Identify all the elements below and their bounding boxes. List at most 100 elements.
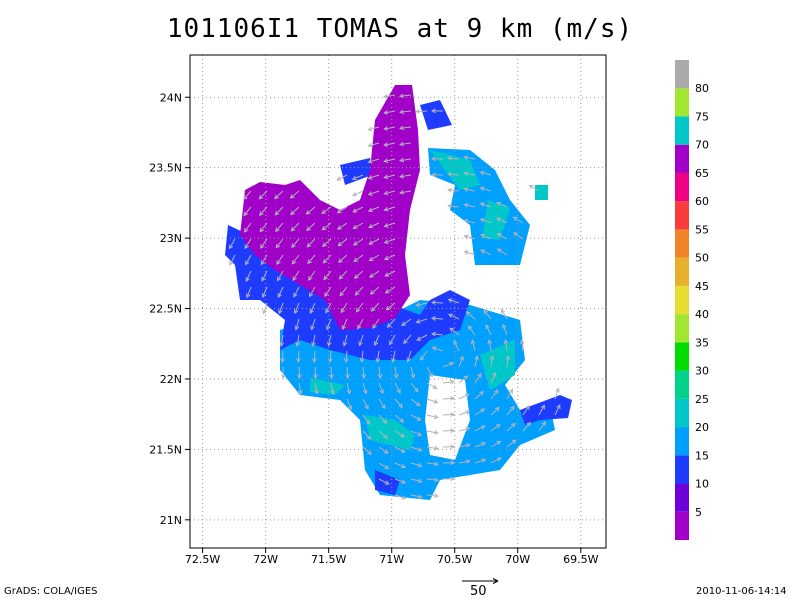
wind-vector-head <box>323 275 328 281</box>
wind-vector <box>352 206 364 213</box>
wind-vector <box>362 382 367 394</box>
wind-vector-head <box>446 155 452 161</box>
wind-vector <box>400 190 412 194</box>
wind-vector-head <box>370 307 376 312</box>
wind-vector <box>277 286 284 298</box>
wind-vector-head <box>430 108 436 114</box>
wind-vector <box>244 222 252 233</box>
wind-vector-head <box>297 374 302 380</box>
wind-vector <box>488 340 492 352</box>
wind-vector-head <box>368 224 373 229</box>
field-region-3 <box>520 395 572 425</box>
wind-vector-head <box>382 419 388 424</box>
wind-vector <box>416 302 428 306</box>
wind-vector-head <box>340 308 345 314</box>
wind-vector-head <box>322 242 327 248</box>
wind-vector <box>294 302 300 314</box>
colorbar-label: 5 <box>695 506 702 519</box>
wind-vector <box>394 366 398 378</box>
wind-vector-head <box>450 444 456 450</box>
wind-vector <box>322 238 332 247</box>
wind-vector-head <box>398 403 403 409</box>
wind-vector-head <box>555 387 560 393</box>
wind-vector <box>400 110 412 113</box>
wind-vector-head <box>528 184 534 190</box>
wind-vector <box>384 110 396 114</box>
wind-vector-head <box>324 292 329 297</box>
wind-vector-head <box>308 292 314 298</box>
wind-vector-head <box>556 404 561 410</box>
wind-vector-head <box>322 258 328 264</box>
wind-vector-head <box>463 171 469 176</box>
wind-vector-head <box>493 389 499 395</box>
wind-vector-head <box>367 191 373 196</box>
wind-vector-head <box>450 460 456 466</box>
wind-vector <box>306 238 316 248</box>
wind-vector-head <box>313 374 318 380</box>
wind-vector <box>384 206 396 211</box>
wind-vector <box>384 174 396 179</box>
wind-vector <box>480 249 492 256</box>
wind-vector-head <box>291 259 297 265</box>
wind-vector <box>228 238 236 249</box>
wind-vector-head <box>403 339 408 345</box>
wind-vector <box>426 494 438 497</box>
wind-vector <box>521 340 524 352</box>
wind-vector-head <box>467 325 473 331</box>
wind-vector <box>280 334 284 346</box>
wind-vector-head <box>327 341 332 347</box>
wind-vector-head <box>479 202 485 207</box>
wind-vector-head <box>479 170 485 176</box>
wind-vector-head <box>373 341 379 347</box>
wind-vector <box>291 254 300 265</box>
wind-vector-head <box>312 358 317 364</box>
wind-vector <box>338 254 348 263</box>
wind-vector-head <box>330 389 335 395</box>
wind-vector <box>312 334 316 346</box>
wind-vector-head <box>306 226 311 232</box>
wind-vector <box>384 126 396 130</box>
wind-vector <box>313 350 316 363</box>
wind-vector-head <box>277 276 282 282</box>
wind-vector-head <box>450 379 455 385</box>
wind-vector <box>490 372 496 384</box>
wind-vector-head <box>383 190 389 196</box>
colorbar-label: 35 <box>695 336 709 349</box>
wind-vector <box>276 254 284 265</box>
y-tick-label: 24N <box>160 91 182 104</box>
colorbar-label: 75 <box>695 110 709 123</box>
wind-vector <box>403 334 412 344</box>
wind-vector <box>337 222 348 230</box>
wind-vector <box>410 414 421 421</box>
wind-vector <box>330 382 334 394</box>
x-tick-label: 71.5W <box>311 553 346 566</box>
wind-vector <box>453 340 460 352</box>
wind-vector-head <box>342 341 348 347</box>
wind-vector <box>362 446 372 455</box>
wind-vector <box>490 424 501 432</box>
field-region-9 <box>430 150 480 190</box>
x-tick-label: 70W <box>505 553 530 566</box>
wind-vector-head <box>448 313 454 318</box>
wind-vector <box>401 318 412 326</box>
wind-vector-head <box>480 249 486 254</box>
wind-vector <box>431 301 444 304</box>
wind-vector-head <box>401 321 407 327</box>
wind-vector <box>353 254 364 262</box>
wind-vector <box>505 340 508 352</box>
wind-vector <box>378 478 390 485</box>
wind-vector-head <box>386 323 392 328</box>
wind-vector-head <box>434 461 439 467</box>
wind-vector-head <box>415 401 421 407</box>
wind-vector <box>420 350 428 361</box>
field-region-4 <box>340 158 372 185</box>
wind-vector <box>245 270 252 282</box>
colorbar-swatch <box>675 60 689 89</box>
wind-vector <box>368 158 380 163</box>
wind-vector <box>490 356 493 368</box>
wind-vector <box>464 235 476 240</box>
wind-vector-head <box>366 435 372 440</box>
wind-vector-head <box>453 340 458 346</box>
x-axis-ticks: 72.5W 72W 71.5W 71W 70.5W 70W 69.5W <box>185 548 599 566</box>
wind-vector <box>371 302 380 312</box>
